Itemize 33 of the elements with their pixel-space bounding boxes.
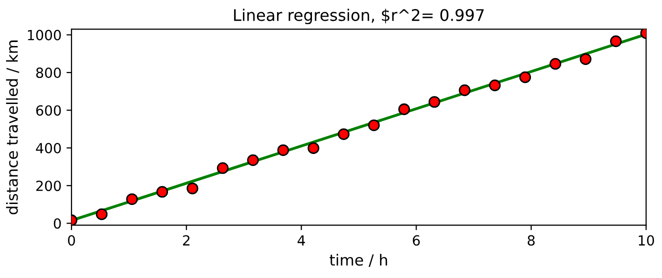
- point: [216, 162, 229, 174]
- y-tick-label: 1000: [28, 30, 61, 40]
- point: [126, 193, 138, 206]
- point: [96, 208, 108, 220]
- y-axis-title: distance travelled / km: [6, 40, 20, 214]
- point: [186, 182, 198, 194]
- y-tick-label: 400: [36, 142, 61, 154]
- y-tick-label: 200: [36, 180, 61, 192]
- point: [398, 103, 410, 116]
- x-tick-label: 10: [638, 235, 654, 246]
- point: [428, 96, 440, 108]
- point: [277, 144, 290, 156]
- point: [519, 71, 531, 84]
- point: [580, 53, 592, 65]
- point: [489, 80, 501, 92]
- point: [550, 58, 562, 70]
- point: [610, 35, 622, 48]
- point: [308, 142, 320, 154]
- y-tick-label: 600: [36, 105, 61, 116]
- point: [368, 119, 380, 132]
- x-tick-label: 0: [68, 235, 75, 246]
- x-tick-label: 6: [412, 235, 420, 246]
- x-tick-label: 4: [298, 235, 305, 246]
- x-tick-label: 2: [183, 235, 190, 246]
- chart-title: Linear regression, $r^2= 0.997: [234, 8, 484, 24]
- point: [247, 154, 259, 166]
- y-tick-label: 0: [54, 218, 61, 229]
- x-tick-label: 8: [528, 235, 535, 246]
- point: [338, 128, 350, 140]
- x-axis-title: time / h: [330, 254, 388, 267]
- point: [156, 186, 168, 198]
- point: [458, 84, 470, 96]
- y-tick-label: 800: [36, 68, 61, 78]
